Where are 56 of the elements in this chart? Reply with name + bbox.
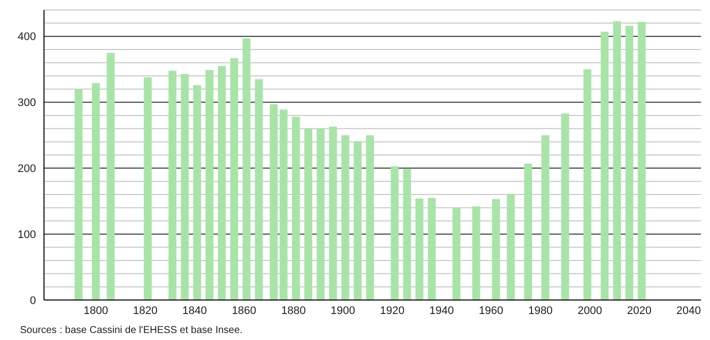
y-tick-label: 100: [18, 228, 36, 241]
bar: [492, 199, 500, 300]
bar: [280, 110, 288, 300]
y-tick-label: 300: [18, 97, 36, 110]
bar: [354, 141, 362, 300]
bar: [428, 198, 436, 300]
x-tick-label: 1920: [380, 305, 404, 317]
bar: [390, 166, 399, 300]
bar: [415, 198, 424, 300]
x-tick-label: 1800: [84, 305, 108, 317]
bar: [638, 22, 646, 300]
x-tick-label: 2020: [627, 305, 652, 317]
bar: [472, 206, 480, 300]
bar: [600, 32, 609, 300]
bar: [329, 126, 337, 300]
bar: [304, 128, 312, 300]
y-tick-label: 400: [18, 31, 36, 44]
bar: [270, 104, 278, 300]
x-tick-label: 2000: [578, 305, 602, 317]
bar: [242, 38, 250, 300]
bar: [366, 135, 374, 300]
x-tick-label: 1900: [330, 305, 356, 317]
y-tick-label: 0: [30, 294, 36, 307]
bar: [524, 164, 532, 300]
bar: [193, 85, 202, 300]
x-tick-label: 1940: [429, 305, 454, 317]
bar: [292, 116, 300, 300]
x-tick-label: 2040: [676, 305, 701, 317]
bar: [230, 58, 238, 300]
x-tick-label: 1860: [232, 305, 256, 317]
bar: [561, 113, 570, 300]
bar: [625, 26, 634, 300]
bar: [613, 21, 621, 300]
bar: [168, 70, 176, 300]
bar: [316, 128, 325, 300]
x-tick-label: 1880: [281, 305, 306, 317]
bar: [541, 135, 550, 300]
source-note: Sources : base Cassini de l'EHESS et base Insee.: [20, 325, 243, 336]
x-tick-label: 1980: [528, 305, 553, 317]
x-tick-label: 1820: [133, 305, 158, 317]
bar: [403, 168, 412, 300]
bar: [583, 69, 592, 300]
bar: [206, 70, 214, 300]
x-tick-label: 1960: [478, 305, 504, 317]
bar: [254, 79, 263, 300]
bar: [106, 52, 115, 300]
bar: [92, 83, 100, 300]
x-tick-label: 1840: [182, 305, 207, 317]
bar: [452, 208, 460, 300]
bar: [341, 135, 350, 300]
bar: [74, 89, 83, 300]
bar: [180, 74, 189, 300]
bar: [144, 77, 152, 300]
bar: [506, 194, 515, 300]
y-tick-label: 200: [18, 163, 36, 176]
bar: [218, 66, 226, 300]
